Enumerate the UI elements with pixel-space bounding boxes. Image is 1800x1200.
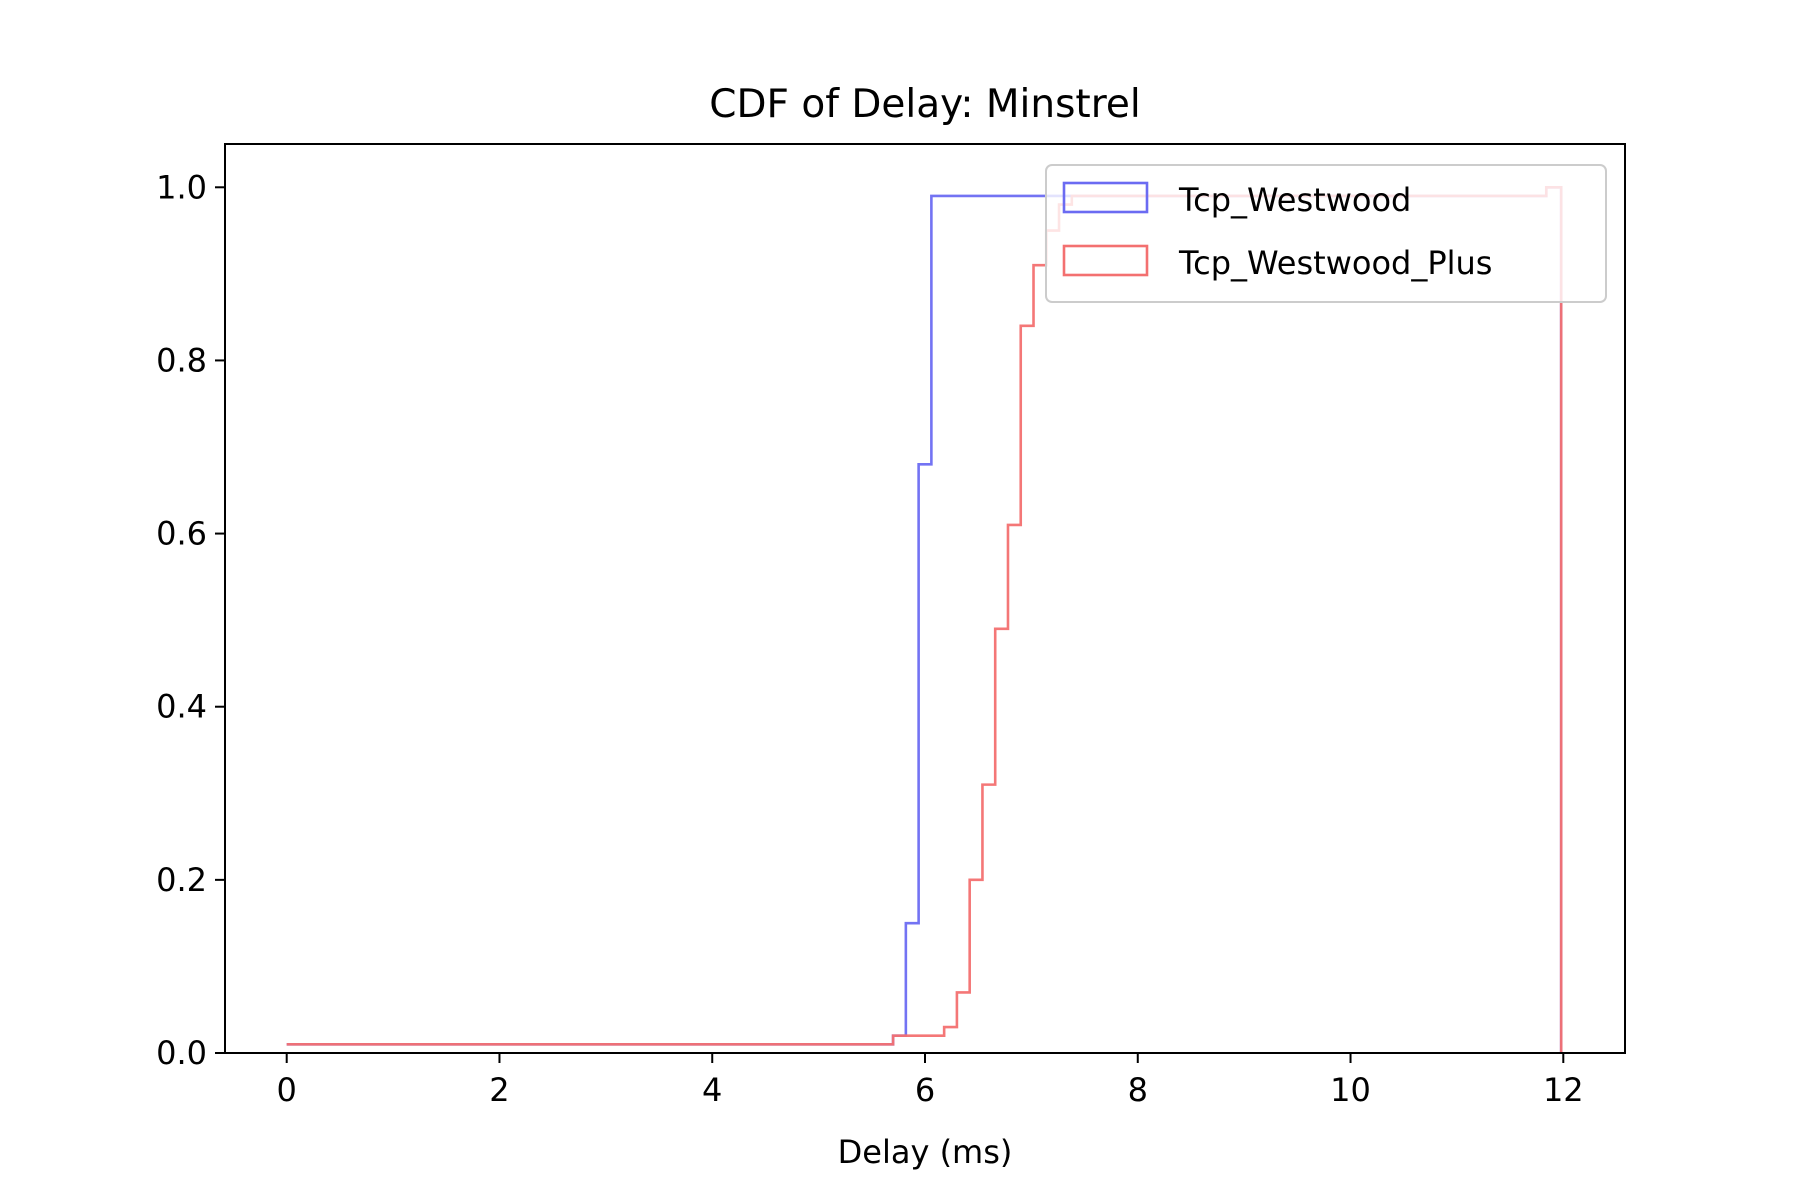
legend-label: Tcp_Westwood <box>1178 181 1411 219</box>
y-tick-label: 0.0 <box>156 1034 207 1072</box>
legend: Tcp_Westwood Tcp_Westwood_Plus <box>1045 164 1607 303</box>
x-tick-label: 10 <box>1330 1071 1371 1109</box>
legend-swatch <box>1062 244 1149 277</box>
y-tick-label: 0.8 <box>156 341 207 379</box>
x-tick-label: 4 <box>702 1071 722 1109</box>
y-tick-label: 1.0 <box>156 168 207 206</box>
x-axis-label: Delay (ms) <box>838 1133 1013 1171</box>
x-tick-label: 8 <box>1128 1071 1148 1109</box>
y-tick-label: 0.2 <box>156 861 207 899</box>
x-tick-label: 6 <box>915 1071 935 1109</box>
legend-label: Tcp_Westwood_Plus <box>1178 244 1492 282</box>
legend-swatch <box>1062 181 1149 214</box>
y-tick-label: 0.6 <box>156 515 207 553</box>
x-tick-label: 12 <box>1543 1071 1584 1109</box>
x-tick-label: 2 <box>489 1071 509 1109</box>
x-tick-label: 0 <box>277 1071 297 1109</box>
axes-layer: 0 2 4 6 8 10 12 0.0 0.2 0.4 0.6 0.8 1.0 <box>156 143 1626 1109</box>
chart-title: CDF of Delay: Minstrel <box>709 82 1140 127</box>
legend-box <box>1045 164 1607 303</box>
y-tick-label: 0.4 <box>156 688 207 726</box>
